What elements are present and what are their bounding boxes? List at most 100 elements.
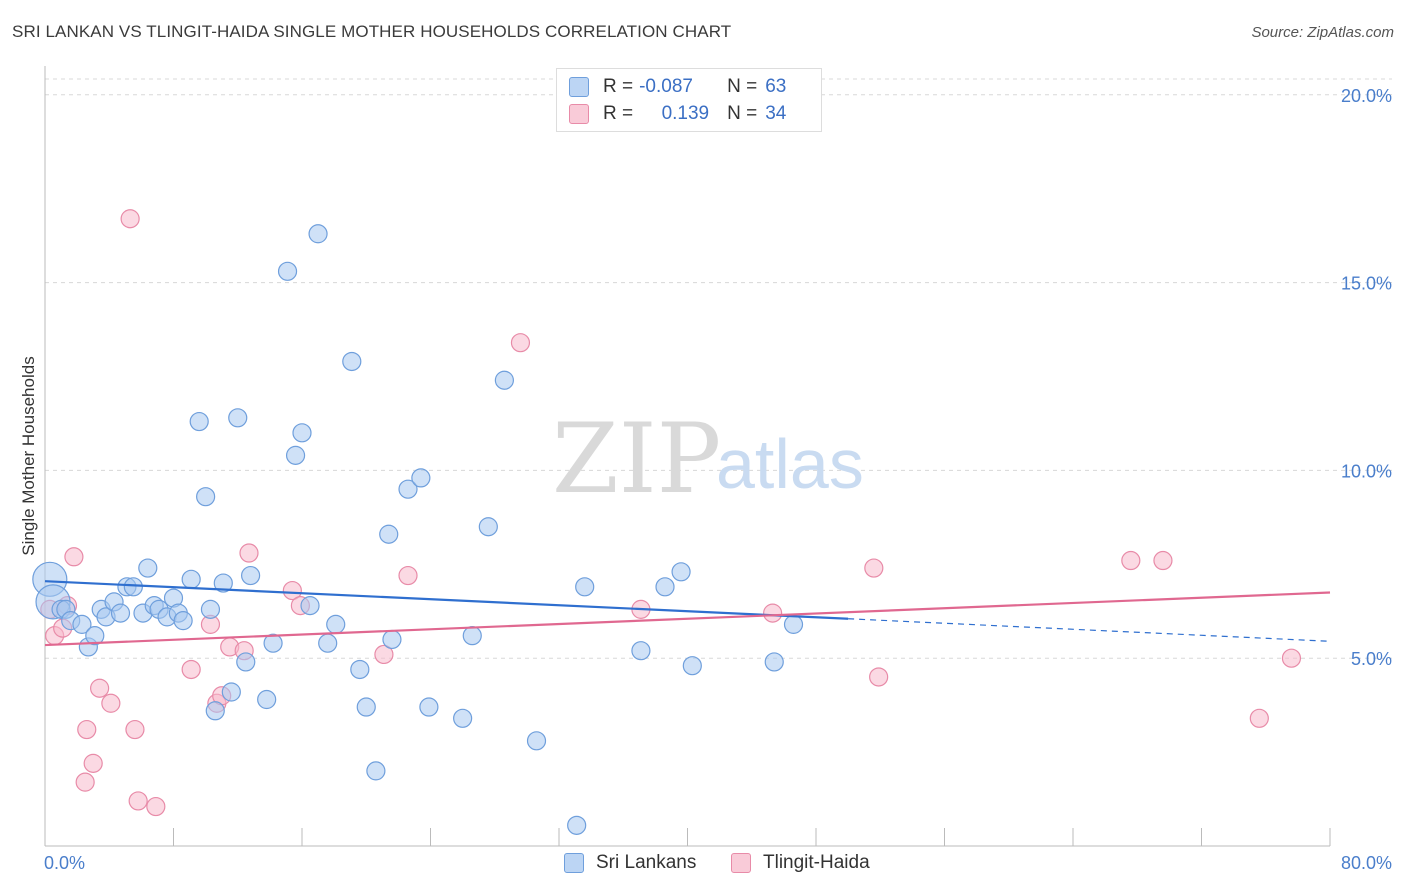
n-label: N =	[727, 76, 758, 97]
tlingit-haida-point	[128, 791, 148, 811]
chart-title: SRI LANKAN VS TLINGIT-HAIDA SINGLE MOTHE…	[12, 22, 732, 41]
legend-item-tlingit-haida: Tlingit-Haida	[731, 852, 870, 874]
r-label: R =	[603, 103, 634, 124]
tlingit-haida-point	[90, 678, 110, 698]
sri-lankans-point	[205, 701, 225, 721]
tlingit-haida-point	[864, 558, 884, 578]
legend-row-tlingit-haida: R = 0.139 N = 34	[569, 102, 786, 126]
tlingit-haida-points	[40, 209, 1302, 817]
sri-lankans-point	[398, 479, 418, 499]
watermark-zip: ZIP	[552, 403, 721, 515]
sri-lankans-point	[783, 614, 804, 634]
sri-lankans-point	[85, 626, 105, 646]
tlingit-haida-point	[869, 667, 889, 687]
sri-lankans-point	[196, 487, 216, 507]
tick-labels: 5.0% 10.0% 15.0% 20.0% 0.0% 80.0%	[44, 86, 1392, 873]
axes	[44, 66, 1331, 847]
tlingit-haida-point	[83, 753, 103, 773]
legend-label-sri-lankans: Sri Lankans	[596, 852, 697, 873]
tlingit-haida-point	[146, 796, 166, 817]
tlingit-haida-point	[75, 772, 95, 792]
sri-lankans-point	[292, 423, 312, 443]
sri-lankans-point	[342, 351, 362, 372]
bottom-legend: Sri Lankans Tlingit-Haida	[0, 852, 1406, 876]
y-axis-label: Single Mother Households	[19, 356, 38, 555]
pink-swatch	[569, 104, 589, 124]
tlingit-haida-point	[1281, 648, 1302, 668]
source-label: Source: ZipAtlas.com	[1251, 24, 1394, 41]
sri-lankans-point	[379, 524, 399, 544]
sri-lankans-point	[494, 370, 514, 390]
tlingit-haida-point	[181, 659, 201, 680]
n-label: N =	[727, 103, 758, 124]
tlingit-haida-point	[1249, 708, 1269, 728]
sri-lankans-point	[173, 611, 193, 631]
y-tick-label: 5.0%	[1351, 649, 1392, 669]
n-value: 34	[765, 103, 787, 124]
r-value: 0.139	[661, 103, 710, 124]
watermark-atlas: atlas	[716, 425, 864, 503]
tlingit-haida-point	[64, 547, 84, 567]
sri-lankans-point	[326, 614, 346, 634]
tlingit-haida-point	[1121, 550, 1141, 571]
sri-lankans-point	[221, 682, 241, 702]
sri-lankans-point	[567, 815, 587, 835]
sri-lankans-point	[478, 517, 498, 537]
r-label: R =	[603, 76, 634, 97]
tlingit-haida-point	[374, 644, 394, 665]
sri-lankans-point	[462, 626, 482, 646]
tlingit-haida-point	[282, 580, 302, 601]
sri-lankans-point	[411, 468, 431, 488]
trend-lines	[44, 580, 1331, 647]
sri-lankans-point	[419, 697, 439, 717]
sri-lankans-trend-extension	[848, 618, 1331, 642]
y-tick-label: 10.0%	[1341, 461, 1392, 481]
blue-swatch	[569, 77, 589, 97]
y-tick-label: 15.0%	[1341, 274, 1392, 294]
sri-lankans-point	[356, 697, 376, 717]
sri-lankans-point	[453, 708, 473, 728]
sri-lankans-point	[575, 577, 595, 597]
y-tick-label: 20.0%	[1341, 86, 1392, 106]
sri-lankans-point	[655, 577, 675, 597]
sri-lankans-point	[241, 565, 261, 586]
tlingit-haida-point	[239, 543, 259, 563]
sri-lankans-point	[764, 652, 784, 672]
sri-lankans-point	[189, 411, 209, 432]
blue-swatch	[564, 853, 584, 873]
sri-lankans-point	[631, 641, 651, 661]
sri-lankans-point	[110, 603, 131, 623]
sri-lankans-point	[277, 261, 298, 281]
sri-lankans-point	[300, 596, 320, 616]
sri-lankans-trend-line	[44, 580, 849, 620]
tlingit-haida-point	[1153, 550, 1173, 571]
sri-lankans-point	[213, 573, 233, 593]
r-value: -0.087	[639, 76, 693, 97]
sri-lankans-point	[236, 652, 256, 672]
legend-row-sri-lankans: R = -0.087 N = 63	[569, 75, 786, 99]
tlingit-haida-point	[510, 333, 531, 353]
x-tick-label: 0.0%	[44, 853, 85, 873]
sri-lankans-point	[366, 761, 386, 781]
sri-lankans-point	[200, 599, 221, 619]
stats-legend: R = -0.087 N = 63 R = 0.139 N = 34	[556, 68, 822, 132]
sri-lankans-point	[682, 656, 702, 676]
sri-lankans-point	[228, 408, 248, 428]
tlingit-haida-point	[77, 719, 97, 740]
tlingit-haida-point	[398, 565, 418, 586]
tlingit-haida-point	[125, 719, 145, 740]
pink-swatch	[731, 853, 751, 873]
watermark: ZIP atlas	[552, 403, 864, 515]
sri-lankans-point	[285, 445, 306, 465]
sri-lankans-point	[318, 633, 338, 653]
n-value: 63	[765, 76, 787, 97]
tlingit-haida-point	[101, 693, 121, 713]
sri-lankans-point	[181, 569, 201, 589]
x-tick-label: 80.0%	[1341, 853, 1392, 873]
tlingit-haida-point	[120, 209, 140, 229]
sri-lankans-point	[350, 659, 370, 680]
sri-lankans-point	[671, 562, 691, 582]
tlingit-haida-trend-line	[44, 591, 1331, 647]
sri-lankans-point	[308, 224, 328, 244]
